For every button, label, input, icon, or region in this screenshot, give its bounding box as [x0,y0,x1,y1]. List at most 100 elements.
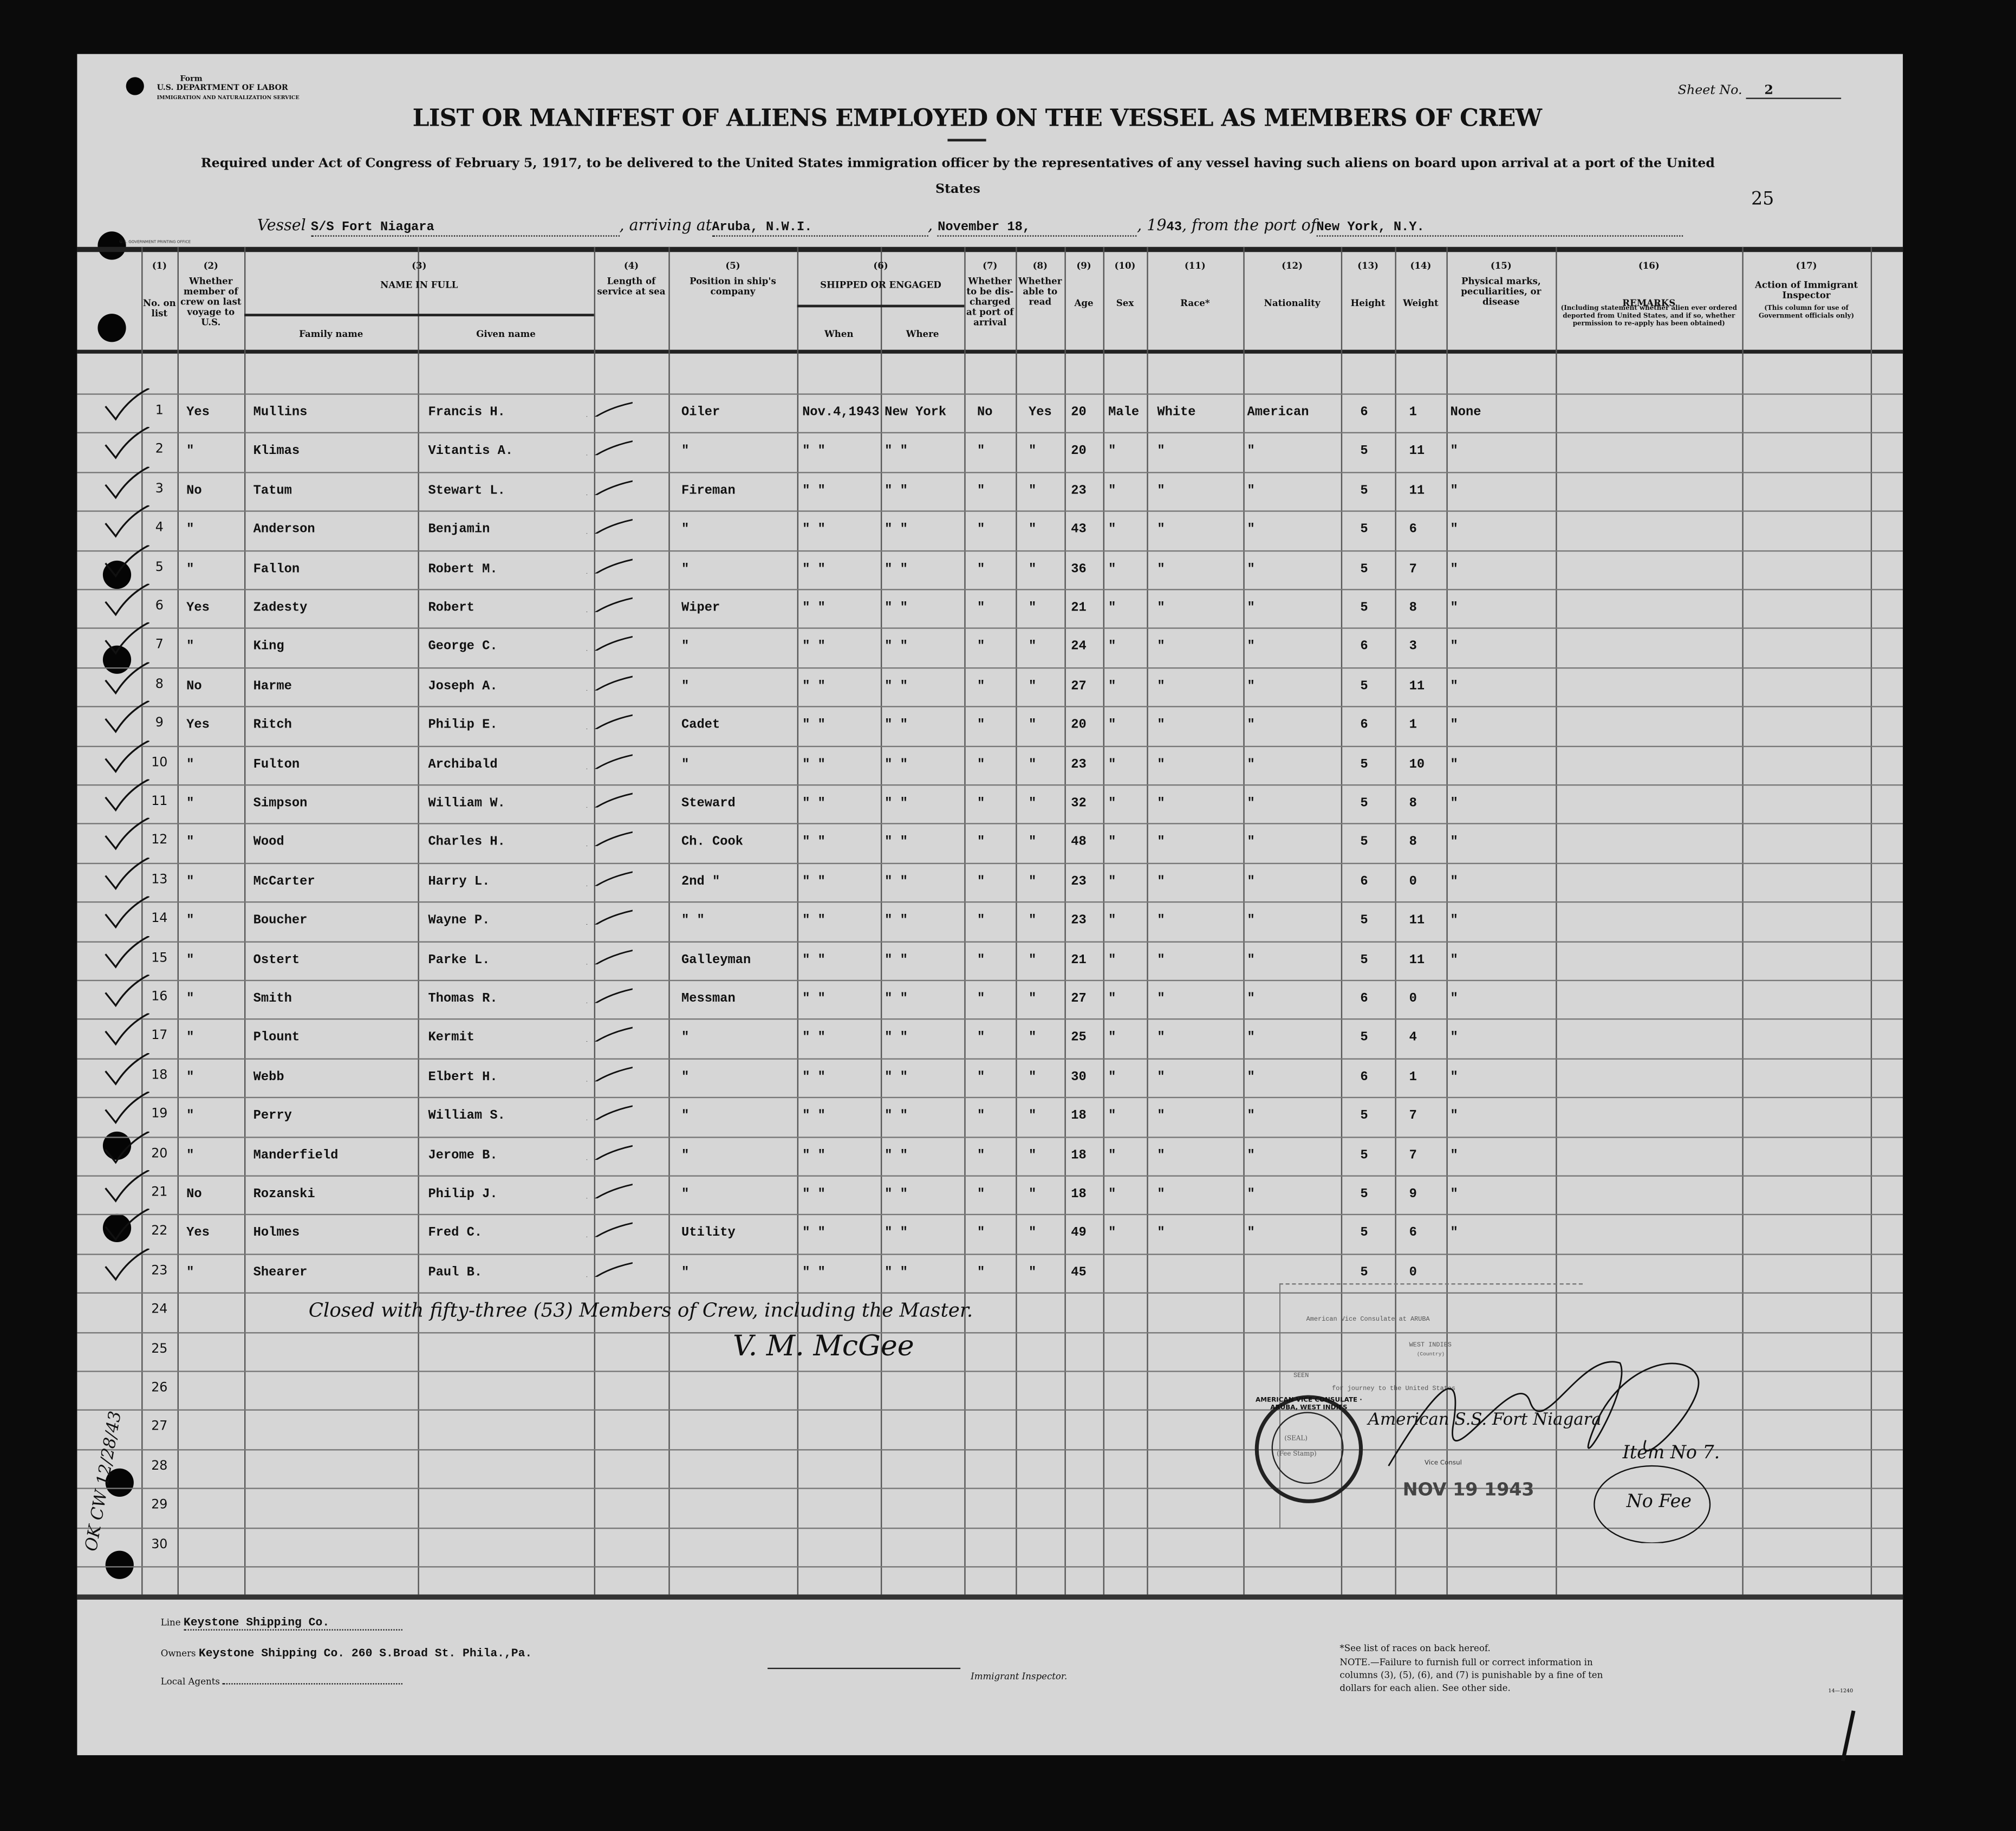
cell-nat: " [1247,445,1255,460]
cell-weight: 11 [1409,680,1425,694]
column-rule [418,246,419,1595]
fee-stamp-label: (Fee Stamp) [1277,1450,1317,1458]
cell-pos: " [681,1109,690,1125]
cell-when: " " [802,1227,825,1242]
cell-last: " [186,641,194,655]
cell-marks: " [1450,601,1458,616]
cell-marks: " [1450,1109,1458,1125]
cell-marks: " [1450,562,1458,577]
cell-where: " " [885,1266,908,1281]
column-subheader: Where [906,328,939,340]
cell-family: Plount [253,1031,300,1046]
length-of-service-check-icon [586,675,633,691]
departure-port: New York, N.Y. [1316,221,1683,237]
cell-when: " " [802,680,825,694]
column-header-note: (This column for use of Government offic… [1758,304,1855,321]
cell-family: Boucher [253,914,308,929]
row-number: 20 [151,1146,168,1161]
cell-pos: Wiper [681,601,720,616]
column-number: (4) [623,259,639,271]
local-agents-field: Local Agents [161,1677,403,1687]
length-of-service-check-icon [586,871,633,886]
cell-pos: " [681,1149,690,1164]
cell-sex: " [1108,1188,1116,1203]
column-number: (15) [1490,259,1512,271]
cell-last: " [186,836,194,850]
cell-weight: 8 [1409,797,1417,811]
cell-race: " [1157,641,1165,655]
column-number: (6) [873,259,888,271]
cell-race: " [1157,1070,1165,1085]
line-label: Line [160,1618,181,1628]
row-rule [77,1214,1903,1216]
cell-pos: " [681,1031,690,1046]
footer-divider [77,1594,1903,1600]
crew-row [77,472,1903,511]
name-subheader-rule [244,314,594,316]
crew-row [77,901,1903,940]
cell-disch: " [977,875,985,890]
cell-age: 23 [1071,875,1087,890]
cell-read: " [1028,484,1037,499]
cell-when: " " [802,719,825,733]
owners-value: Keystone Shipping Co. 260 S.Broad St. Ph… [198,1647,532,1660]
crew-row [77,628,1903,667]
shipped-subheader-rule [797,304,965,308]
cell-weight: 7 [1409,562,1417,577]
cell-nat: " [1247,1227,1255,1242]
cell-where: " " [885,680,908,694]
cell-pos: " [681,1070,690,1085]
cell-given: Fred C. [428,1227,483,1242]
cell-family: Ritch [253,719,292,733]
page-title: LIST OR MANIFEST OF ALIENS EMPLOYED ON T… [412,105,1542,133]
row-number: 14 [151,912,168,926]
cell-pos: Fireman [681,484,736,499]
cell-given: Charles H. [428,836,505,850]
cell-pos: Steward [681,797,736,811]
cell-marks: " [1450,719,1458,733]
cell-read: " [1028,797,1037,811]
cell-when: " " [802,1070,825,1085]
cell-disch: " [977,445,985,460]
length-of-service-check-icon [586,558,633,573]
cell-height: 5 [1360,680,1368,694]
owners-field: Owners Keystone Shipping Co. 260 S.Broad… [161,1647,532,1660]
cell-weight: 10 [1409,758,1425,772]
cell-where: " " [885,1070,908,1085]
cell-age: 20 [1071,445,1087,460]
row-rule [77,940,1903,942]
punch-hole [97,231,126,260]
cell-height: 5 [1360,758,1368,772]
cell-weight: 0 [1409,1266,1417,1281]
row-number: 18 [151,1068,168,1083]
cell-pos: " " [681,914,705,929]
cell-nat: " [1247,1188,1255,1203]
cell-height: 5 [1360,1188,1368,1203]
cell-last: " [186,1109,194,1125]
row-rule [77,510,1903,512]
row-number: 2 [155,443,164,457]
cell-where: " " [885,562,908,577]
inspector-label: Immigrant Inspector. [971,1671,1068,1682]
cell-family: Fallon [253,562,300,577]
length-of-service-check-icon [586,1223,633,1238]
cell-where: " " [885,953,908,968]
year-prefix: , 19 [1137,216,1167,235]
vessel-name: S/S Fort Niagara [310,221,620,237]
cell-marks: " [1450,992,1458,1007]
cell-age: 25 [1071,1031,1087,1046]
column-number: (8) [1032,259,1048,271]
printer-mark: U.S. GOVERNMENT PRINTING OFFICE [119,239,191,245]
length-of-service-check-icon [586,1027,633,1042]
crew-row [77,589,1903,628]
cell-race: " [1157,1149,1165,1164]
crew-row [77,823,1903,862]
row-rule [77,1253,1903,1255]
cell-nat: " [1247,523,1255,538]
vice-consul-label: Vice Consul [1425,1459,1462,1468]
cell-height: 6 [1360,719,1368,733]
cell-marks: " [1450,445,1458,460]
cell-when: " " [802,914,825,929]
crew-row [77,784,1903,823]
cell-age: 27 [1071,992,1087,1007]
